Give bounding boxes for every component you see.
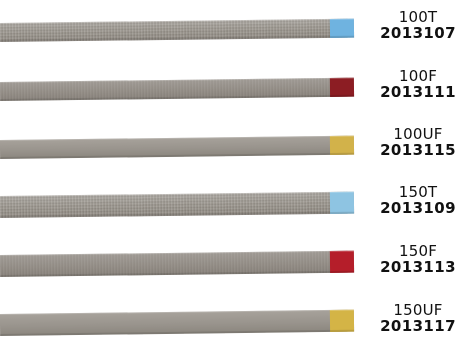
abrasive-strip	[0, 18, 355, 42]
sku-number: 2013107	[380, 24, 456, 42]
grade-label: 150F	[398, 242, 438, 260]
product-label: 100T 2013107	[374, 10, 462, 41]
grade-label: 150UF	[393, 301, 443, 319]
product-label: 100F 2013111	[374, 69, 462, 100]
product-label: 100UF 2013115	[374, 127, 462, 158]
product-row: 150F 2013113	[0, 244, 462, 284]
abrasive-strip	[0, 191, 355, 218]
grade-label: 100F	[398, 67, 438, 85]
product-row: 100UF 2013115	[0, 127, 462, 167]
sku-number: 2013111	[380, 83, 456, 101]
color-tab	[329, 250, 355, 273]
abrasive-strip	[0, 77, 355, 101]
abrasive-strip	[0, 309, 355, 336]
abrasive-strip	[0, 250, 355, 277]
color-tab	[329, 77, 355, 97]
grade-label: 100T	[398, 8, 438, 26]
product-label: 150T 2013109	[374, 185, 462, 216]
grade-label: 100UF	[393, 125, 443, 143]
product-row: 150UF 2013117	[0, 303, 462, 343]
product-row: 150T 2013109	[0, 185, 462, 225]
color-tab	[329, 135, 355, 155]
product-label: 150F 2013113	[374, 244, 462, 275]
sku-number: 2013113	[380, 258, 456, 276]
color-tab	[329, 18, 355, 38]
product-label: 150UF 2013117	[374, 303, 462, 334]
sku-number: 2013115	[380, 141, 456, 159]
sku-number: 2013109	[380, 199, 456, 217]
color-tab	[329, 191, 355, 214]
product-row: 100F 2013111	[0, 69, 462, 109]
product-row: 100T 2013107	[0, 10, 462, 50]
grade-label: 150T	[398, 183, 438, 201]
sku-number: 2013117	[380, 317, 456, 335]
abrasive-strip	[0, 135, 355, 159]
color-tab	[329, 309, 355, 332]
